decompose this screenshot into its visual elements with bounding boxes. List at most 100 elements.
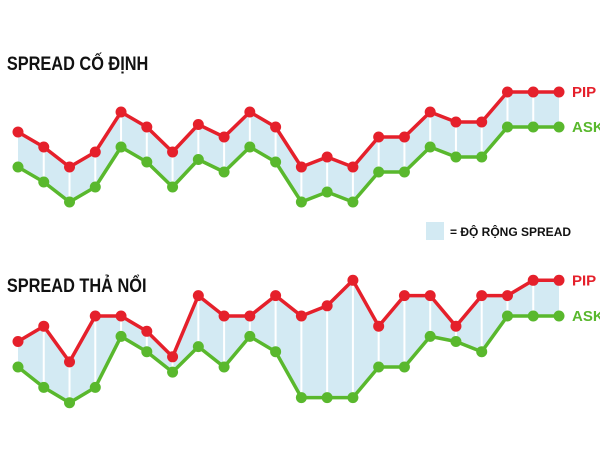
pip-point [373,320,385,332]
pip-point [321,300,333,312]
floating-spread-panel: SPREAD THẢ NỔI PIP ASK [7,272,600,409]
ask-point [38,176,50,188]
pip-point [373,131,385,143]
ask-point [89,181,101,193]
ask-point [115,141,127,153]
ask-point [347,392,359,404]
ask-point [218,166,230,178]
pip-point [244,106,256,118]
ask-point [141,156,153,168]
pip-point [218,131,230,143]
ask-point [12,361,24,373]
pip-point [38,141,50,153]
ask-point [218,361,230,373]
pip-point [115,106,127,118]
pip-point [192,119,204,130]
pip-point [295,161,307,173]
ask-point [167,366,179,378]
ask-point [424,141,436,153]
ask-point [347,196,359,208]
pip-point [553,86,565,98]
floating-spread-title: SPREAD THẢ NỔI [7,274,147,297]
pip-line [16,278,561,364]
ask-point [398,361,410,373]
ask-point [450,151,462,163]
pip-series-label: PIP [572,84,596,101]
ask-series-label: ASK [572,308,600,325]
legend: = ĐỘ RỘNG SPREAD [426,222,571,240]
ask-point [398,166,410,178]
pip-point [527,86,539,98]
ask-point [476,346,488,358]
pip-point [89,146,101,158]
ask-point [115,330,127,342]
pip-series-label: PIP [572,272,596,289]
pip-point [347,274,359,286]
pip-point [141,325,153,337]
ask-point [295,196,307,208]
pip-point [64,161,76,173]
ask-line [16,314,561,405]
pip-point [270,121,282,133]
ask-point [424,330,436,342]
ask-point [450,336,462,347]
ask-point [501,121,513,133]
ask-point [373,166,385,178]
ask-point [295,392,307,404]
ask-point [192,154,204,165]
ask-point [553,121,565,133]
ask-point [501,310,513,322]
pip-point [527,274,539,286]
ask-point [373,361,385,373]
ask-line [16,125,561,204]
pip-point [398,290,410,302]
ask-series-label: ASK [572,119,600,136]
ask-point [527,310,539,322]
spread-width-swatch [426,222,444,240]
ask-point [64,196,76,208]
ask-point [527,121,539,133]
pip-point [295,310,307,322]
ask-point [244,141,256,153]
ask-point [244,330,256,342]
ask-point [270,346,282,358]
pip-point [115,310,127,322]
pip-point [501,86,513,98]
pip-point [398,131,410,143]
pip-point [64,356,76,368]
pip-point [167,351,179,363]
ask-point [321,392,333,404]
pip-point [12,126,24,138]
pip-point [347,161,359,173]
ask-point [12,161,24,173]
pip-point [89,310,101,322]
ask-point [553,310,565,322]
pip-point [12,336,24,347]
pip-point [321,151,333,163]
pip-point [501,290,513,302]
fixed-spread-panel: SPREAD CỐ ĐỊNH PIP ASK [7,52,600,208]
fixed-spread-title: SPREAD CỐ ĐỊNH [7,52,149,75]
pip-point [476,116,488,128]
pip-point [424,290,436,302]
pip-point [450,116,462,128]
pip-point [270,290,282,302]
legend-label: = ĐỘ RỘNG SPREAD [450,224,571,239]
pip-point [244,310,256,322]
pip-line [16,90,561,169]
pip-point [424,106,436,118]
pip-point [38,320,50,332]
pip-point [476,290,488,302]
spread-band [18,280,559,403]
ask-point [141,346,153,358]
pip-point [192,290,204,302]
ask-point [167,181,179,193]
ask-point [192,341,204,353]
pip-point [141,121,153,133]
pip-point [167,146,179,158]
ask-point [321,186,333,198]
pip-point [553,274,565,286]
ask-point [38,381,50,393]
